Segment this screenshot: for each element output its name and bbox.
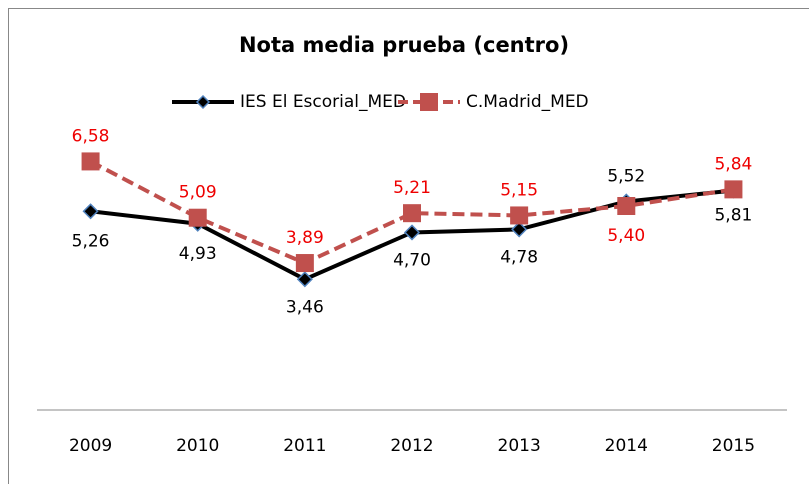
chart-frame (8, 8, 809, 484)
x-tick-label: 2015 (712, 436, 755, 456)
point (403, 224, 421, 241)
x-tick-label: 2010 (176, 436, 219, 456)
point (403, 204, 421, 223)
legend-marker (195, 94, 211, 110)
point (296, 271, 313, 288)
chart-title: Nota media prueba (centro) (239, 33, 569, 57)
data-label: 5,26 (72, 231, 110, 251)
data-label: 5,81 (714, 206, 752, 226)
data-label: 3,46 (286, 297, 324, 317)
legend-label: C.Madrid_MED (466, 92, 589, 112)
data-label: 4,70 (393, 250, 431, 270)
data-label: 5,52 (607, 166, 645, 186)
data-label: 3,89 (286, 228, 324, 248)
data-label: 5,09 (179, 183, 217, 203)
point (511, 221, 528, 238)
legend-label: IES El Escorial_MED (240, 92, 406, 112)
point (510, 206, 529, 225)
legend-marker (420, 93, 438, 111)
x-tick-label: 2011 (283, 436, 326, 456)
point (188, 208, 207, 227)
x-tick-label: 2013 (498, 436, 541, 456)
x-tick-label: 2009 (69, 436, 112, 456)
data-label: 5,40 (607, 226, 645, 246)
x-tick-label: 2014 (605, 436, 648, 456)
point (82, 203, 99, 220)
data-label: 5,21 (393, 178, 431, 198)
data-label: 5,84 (714, 154, 752, 174)
data-label: 4,78 (500, 247, 538, 267)
point (81, 152, 100, 171)
x-tick-label: 2012 (390, 436, 433, 456)
point (617, 197, 636, 215)
point (295, 254, 314, 273)
data-label: 5,15 (500, 180, 538, 200)
point (724, 180, 743, 199)
data-label: 6,58 (72, 126, 110, 146)
data-label: 4,93 (179, 244, 217, 264)
